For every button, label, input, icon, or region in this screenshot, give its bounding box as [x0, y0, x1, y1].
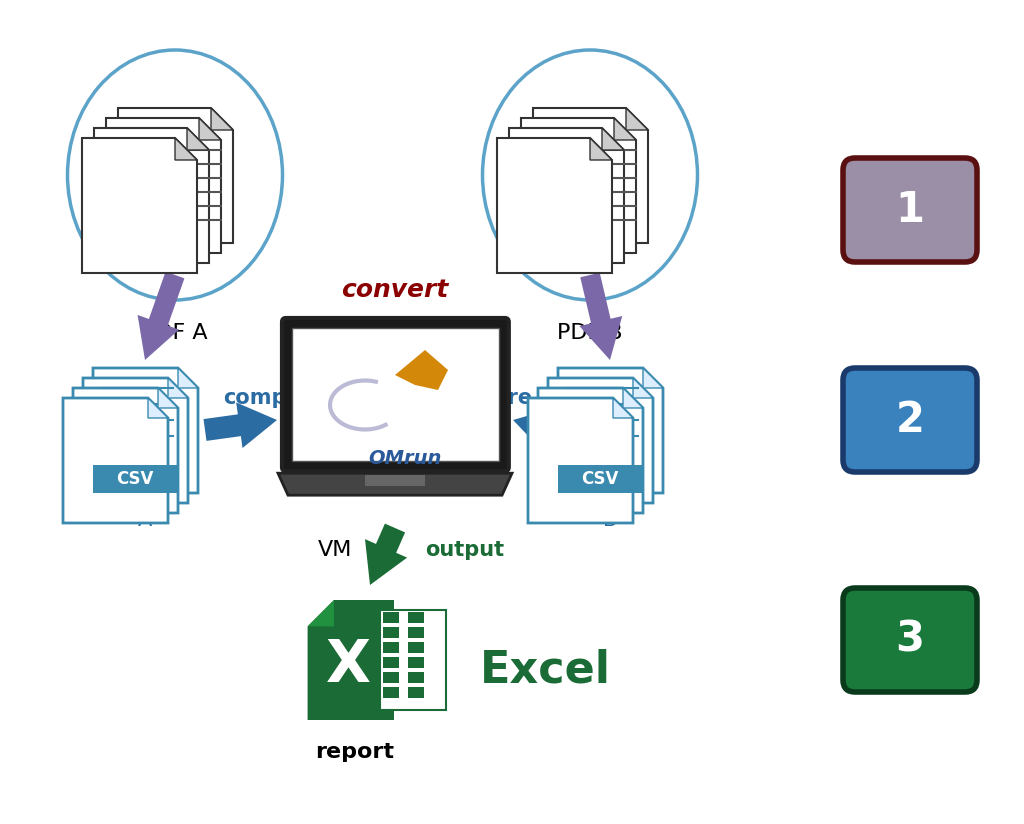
Polygon shape	[63, 398, 168, 523]
FancyBboxPatch shape	[843, 588, 977, 692]
Polygon shape	[633, 378, 653, 398]
FancyBboxPatch shape	[380, 610, 445, 710]
Text: 2: 2	[896, 399, 925, 441]
Polygon shape	[395, 350, 449, 390]
FancyBboxPatch shape	[282, 318, 509, 471]
Text: CSV: CSV	[117, 470, 154, 488]
Text: convert: convert	[341, 278, 449, 302]
FancyBboxPatch shape	[558, 465, 643, 493]
FancyBboxPatch shape	[383, 627, 399, 638]
Polygon shape	[175, 138, 197, 160]
Text: VM: VM	[317, 540, 352, 560]
Polygon shape	[614, 118, 636, 140]
FancyBboxPatch shape	[292, 328, 499, 461]
FancyBboxPatch shape	[383, 611, 399, 623]
Polygon shape	[83, 378, 188, 503]
Polygon shape	[168, 378, 188, 398]
FancyBboxPatch shape	[408, 687, 424, 698]
Polygon shape	[204, 402, 278, 448]
Polygon shape	[211, 108, 233, 130]
FancyBboxPatch shape	[93, 465, 178, 493]
Text: 3: 3	[896, 619, 925, 661]
Text: A: A	[138, 510, 153, 530]
Polygon shape	[521, 118, 636, 253]
Polygon shape	[528, 398, 633, 523]
Polygon shape	[548, 378, 653, 503]
FancyBboxPatch shape	[383, 672, 399, 683]
FancyBboxPatch shape	[383, 687, 399, 698]
Text: PDF B: PDF B	[557, 323, 623, 343]
Polygon shape	[613, 398, 633, 418]
Text: PDF A: PDF A	[142, 323, 208, 343]
Polygon shape	[93, 368, 198, 493]
Text: 1: 1	[896, 189, 925, 231]
Polygon shape	[82, 138, 197, 273]
FancyBboxPatch shape	[843, 368, 977, 472]
Polygon shape	[158, 388, 178, 408]
FancyBboxPatch shape	[408, 657, 424, 668]
Polygon shape	[580, 273, 623, 360]
Polygon shape	[106, 118, 221, 253]
Polygon shape	[73, 388, 178, 513]
Polygon shape	[626, 108, 648, 130]
Polygon shape	[365, 523, 408, 585]
FancyBboxPatch shape	[408, 642, 424, 653]
FancyBboxPatch shape	[843, 158, 977, 262]
FancyBboxPatch shape	[383, 642, 399, 653]
Text: B: B	[603, 510, 617, 530]
Text: report: report	[315, 742, 394, 762]
Polygon shape	[497, 138, 612, 273]
Text: X: X	[326, 638, 371, 695]
Polygon shape	[534, 108, 648, 243]
Text: output: output	[425, 540, 504, 560]
FancyBboxPatch shape	[408, 611, 424, 623]
Text: compare: compare	[430, 388, 532, 408]
Polygon shape	[307, 600, 394, 720]
Polygon shape	[118, 108, 233, 243]
Polygon shape	[278, 473, 512, 495]
Polygon shape	[178, 368, 198, 388]
Polygon shape	[307, 600, 334, 626]
Polygon shape	[199, 118, 221, 140]
Text: CSV: CSV	[582, 470, 618, 488]
Text: compare: compare	[223, 388, 326, 408]
Polygon shape	[590, 138, 612, 160]
FancyBboxPatch shape	[408, 672, 424, 683]
Polygon shape	[187, 128, 209, 150]
Polygon shape	[513, 408, 556, 452]
Polygon shape	[538, 388, 643, 513]
FancyBboxPatch shape	[408, 627, 424, 638]
Polygon shape	[137, 272, 184, 360]
FancyBboxPatch shape	[383, 657, 399, 668]
Polygon shape	[643, 368, 663, 388]
Polygon shape	[623, 388, 643, 408]
Text: Excel: Excel	[480, 648, 611, 691]
Polygon shape	[509, 128, 624, 263]
Polygon shape	[558, 368, 663, 493]
Polygon shape	[148, 398, 168, 418]
Polygon shape	[602, 128, 624, 150]
Text: OMrun: OMrun	[369, 448, 441, 467]
FancyBboxPatch shape	[365, 475, 425, 486]
Polygon shape	[94, 128, 209, 263]
